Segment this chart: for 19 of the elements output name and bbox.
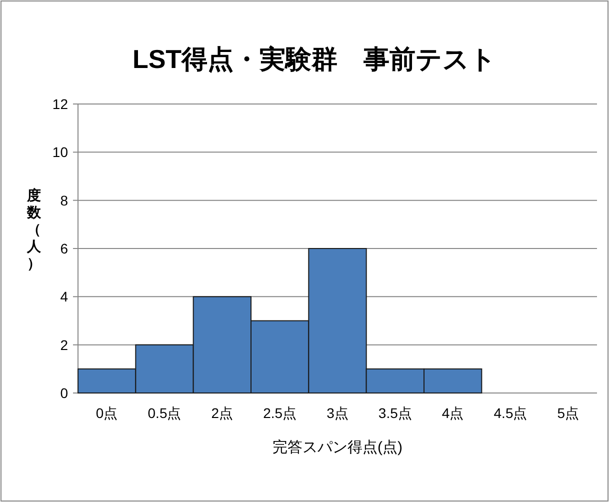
y-axis-title: 度数（人） bbox=[26, 187, 42, 271]
x-tick-label: 3点 bbox=[326, 405, 348, 421]
x-axis-title: 完答スパン得点(点) bbox=[272, 439, 402, 456]
x-tick-label: 2点 bbox=[211, 405, 234, 421]
y-tick-label: 12 bbox=[52, 96, 68, 112]
y-tick-label: 2 bbox=[60, 336, 68, 353]
y-tick-label: 8 bbox=[60, 192, 68, 208]
x-tick-label: 3.5点 bbox=[378, 405, 412, 421]
chart-title: LST得点・実験群 事前テスト bbox=[132, 44, 497, 74]
x-tick-label: 5点 bbox=[557, 405, 580, 421]
y-tick-label: 6 bbox=[60, 240, 68, 256]
x-tick-label: 4点 bbox=[442, 405, 464, 421]
x-tick-label: 2.5点 bbox=[263, 405, 297, 421]
y-tick-label: 10 bbox=[52, 144, 68, 160]
y-tick-label: 0 bbox=[60, 385, 68, 401]
x-tick-label: 4.5点 bbox=[494, 405, 528, 421]
x-tick-label: 0点 bbox=[96, 405, 118, 421]
y-tick-label: 4 bbox=[60, 288, 68, 305]
x-tick-label: 0.5点 bbox=[148, 405, 182, 421]
